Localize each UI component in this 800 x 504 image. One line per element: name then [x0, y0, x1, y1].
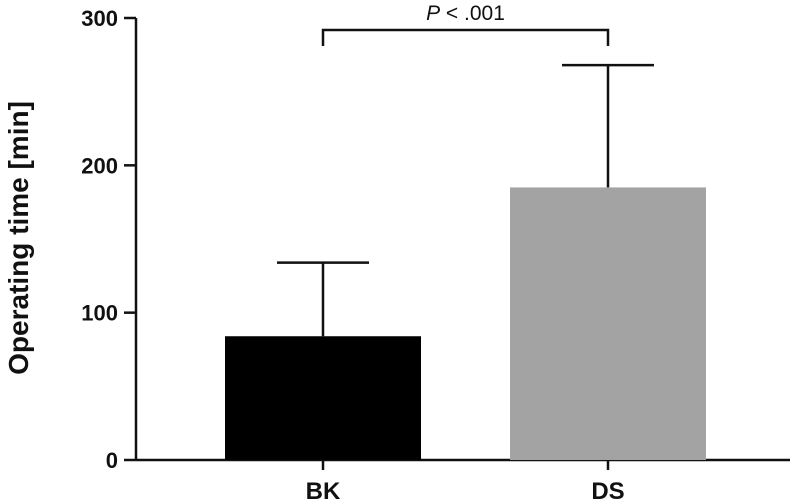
y-tick-label: 200 — [81, 153, 118, 178]
error-bars — [277, 63, 654, 337]
p-symbol: P — [426, 2, 440, 25]
x-tick-label-ds: DS — [591, 478, 624, 504]
bar-ds — [510, 187, 706, 460]
x-axis-labels: BK DS — [306, 478, 625, 504]
bars — [225, 187, 706, 460]
significance-label: P < .001 — [426, 2, 505, 25]
significance-bracket — [321, 28, 610, 46]
y-axis-title: Operating time [min] — [3, 101, 34, 375]
x-tick-label-bk: BK — [306, 478, 341, 504]
y-tick-label: 100 — [81, 301, 118, 326]
bar-bk — [225, 336, 421, 460]
p-value: < .001 — [440, 2, 505, 25]
significance-annotation: P < .001 — [321, 2, 610, 46]
y-tick-label: 300 — [81, 6, 118, 31]
y-tick-label: 0 — [106, 448, 118, 473]
y-axis-ticks: 0 100 200 300 — [81, 6, 136, 473]
